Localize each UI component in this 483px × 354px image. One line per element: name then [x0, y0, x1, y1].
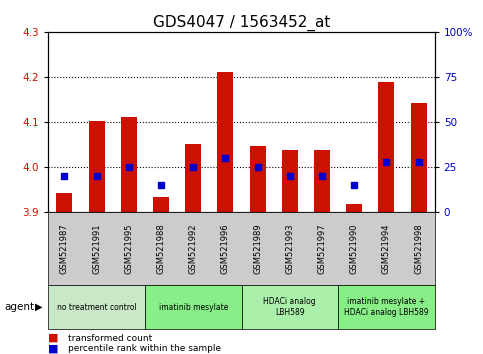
Text: agent: agent	[5, 302, 35, 312]
Text: imatinib mesylate: imatinib mesylate	[158, 303, 228, 312]
Text: GSM521992: GSM521992	[189, 223, 198, 274]
Bar	[250, 145, 266, 212]
Bar	[282, 150, 298, 212]
Text: GSM521989: GSM521989	[253, 223, 262, 274]
Text: GSM521987: GSM521987	[60, 223, 69, 274]
Bar	[411, 103, 426, 212]
Text: GSM521990: GSM521990	[350, 223, 359, 274]
Text: GSM521998: GSM521998	[414, 223, 423, 274]
Text: GSM521996: GSM521996	[221, 223, 230, 274]
Bar	[88, 121, 105, 212]
Text: GSM521993: GSM521993	[285, 223, 294, 274]
Text: no treatment control: no treatment control	[57, 303, 137, 312]
Bar	[217, 72, 233, 212]
Text: GSM521997: GSM521997	[317, 223, 327, 274]
Text: GSM521988: GSM521988	[156, 223, 166, 274]
Bar	[121, 117, 137, 212]
Text: GSM521994: GSM521994	[382, 223, 391, 274]
Bar	[346, 204, 362, 212]
Title: GDS4047 / 1563452_at: GDS4047 / 1563452_at	[153, 14, 330, 30]
Text: GSM521991: GSM521991	[92, 223, 101, 274]
Bar	[153, 196, 169, 212]
Text: ▶: ▶	[35, 302, 43, 312]
Bar	[57, 193, 72, 212]
Text: ■: ■	[48, 333, 59, 343]
Text: percentile rank within the sample: percentile rank within the sample	[68, 344, 221, 353]
Text: imatinib mesylate +
HDACi analog LBH589: imatinib mesylate + HDACi analog LBH589	[344, 297, 429, 317]
Bar	[314, 150, 330, 212]
Text: GSM521995: GSM521995	[124, 223, 133, 274]
Bar	[378, 82, 395, 212]
Text: ■: ■	[48, 344, 59, 354]
Text: transformed count: transformed count	[68, 333, 152, 343]
Bar	[185, 144, 201, 212]
Text: HDACi analog
LBH589: HDACi analog LBH589	[264, 297, 316, 317]
